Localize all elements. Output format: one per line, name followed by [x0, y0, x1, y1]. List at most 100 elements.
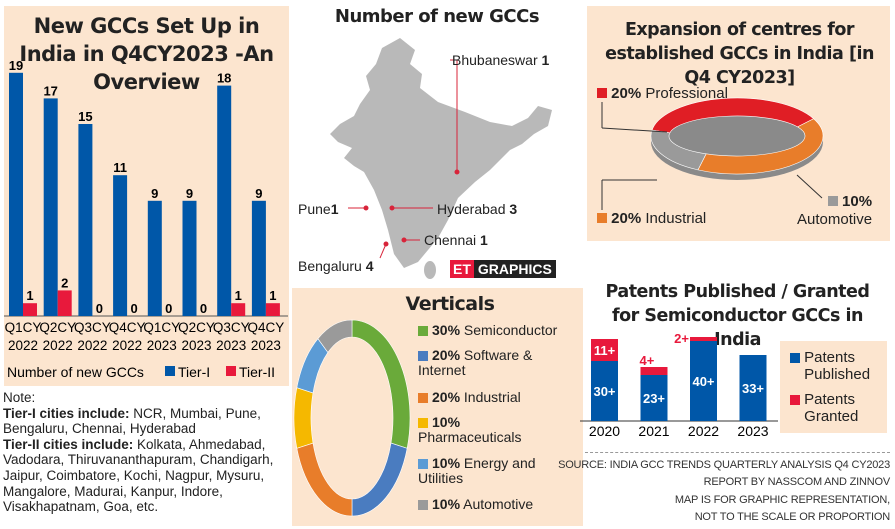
city-chennai: Chennai 1	[424, 232, 488, 248]
granted-value-label: 11+	[594, 343, 616, 358]
verticals-title: Verticals	[405, 293, 495, 315]
tier1-bar	[182, 200, 197, 316]
legend-title: Number of new GCCs	[7, 364, 144, 380]
india-map	[330, 38, 552, 279]
legend-pct: 10%	[432, 455, 461, 471]
tier2-bar	[265, 303, 280, 316]
map-disclaimer-2: NOT TO THE SCALE OR PROPORTION	[694, 511, 891, 523]
tier1-value-label: 9	[186, 186, 193, 201]
tier1-value-label: 15	[78, 109, 92, 124]
et-graphics-logo: ET GRAPHICS	[450, 260, 556, 278]
ring-slice-industrial	[296, 442, 353, 517]
legend-label: Industrial	[463, 389, 521, 405]
verticals-legend-item: 30% Semiconductor	[418, 323, 588, 338]
published-value-label: 40+	[692, 374, 714, 389]
granted-bar	[591, 339, 618, 361]
patents-bar-chart: 30+ 11+ 2020 23+ 4+ 2021 40+ 2+ 2022 33+ 2023	[580, 331, 778, 439]
x-tick-label: Q1CY	[5, 320, 42, 335]
map-title: Number of new GCCs	[334, 6, 540, 27]
tier1-value-label: 9	[151, 186, 158, 201]
x-tick-label: Q4CY	[109, 320, 146, 335]
tier2-text: Kolkata, Ahmedabad, Vadodara, Thiruvanan…	[3, 436, 274, 515]
city-bhubaneswar: Bhubaneswar 1	[452, 52, 550, 68]
granted-bar	[690, 337, 717, 341]
legend-label: Automotive	[463, 496, 534, 512]
tier1-value-label: 9	[255, 186, 262, 201]
granted-value-label: 2+	[674, 331, 689, 346]
x-tick-label: 2022	[8, 338, 38, 353]
ring-slice-automotive	[317, 319, 353, 353]
x-tick-label: 2022	[688, 423, 719, 439]
legend-swatch-tier1	[165, 366, 175, 376]
verticals-legend-item: 20% Software & Internet	[418, 348, 548, 378]
legend-swatch	[418, 351, 428, 361]
tier2-value-label: 1	[26, 288, 33, 303]
tier1-bar	[9, 72, 23, 316]
verticals-donut	[293, 319, 411, 517]
tier2-value-label: 0	[130, 301, 137, 316]
tier2-note: Tier-II cities include: Kolkata, Ahmedab…	[3, 437, 288, 515]
leader-line	[601, 127, 668, 133]
x-tick-label: Q2CY	[39, 320, 76, 335]
published-value-label: 23+	[643, 391, 665, 406]
notes: Note: Tier-I cities include: NCR, Mumbai…	[3, 390, 288, 515]
notes-heading: Note:	[3, 390, 36, 405]
ring-slice-semiconductor	[351, 319, 411, 449]
legend-label: Software & Internet	[418, 347, 533, 378]
city-pune: Pune1	[298, 201, 339, 217]
ring-slice-software-internet	[351, 442, 408, 517]
gcc-bar-chart: 191Q1CY2022172Q2CY2022150Q3CY2022110Q4CY…	[4, 58, 288, 380]
tier2-value-label: 2	[61, 275, 68, 290]
india-map-shape	[330, 38, 552, 268]
patents-legend: Patents Published Patents Granted	[780, 341, 887, 433]
tier2-value-label: 0	[200, 301, 207, 316]
legend-label-tier1: Tier-I	[178, 364, 210, 380]
x-tick-label: 2022	[77, 338, 107, 353]
ring-slice-energy-and-utilities	[296, 338, 329, 394]
tier2-value-label: 1	[269, 288, 276, 303]
x-tick-label: Q3CY	[213, 320, 250, 335]
source-line-1: SOURCE: INDIA GCC TRENDS QUARTERLY ANALY…	[558, 459, 890, 471]
map-disclaimer-1: MAP IS FOR GRAPHIC REPRESENTATION,	[674, 494, 890, 506]
tier2-bar	[23, 303, 37, 316]
expansion-title: Expansion of centres for established GCC…	[605, 20, 874, 88]
x-tick-label: Q3CY	[74, 320, 111, 335]
tier1-bar	[217, 85, 232, 316]
expansion-donut	[601, 97, 824, 210]
granted-value-label: 4+	[640, 353, 655, 368]
label-automotive: 10% Automotive	[797, 193, 873, 228]
legend-swatch	[418, 459, 428, 469]
x-tick-label: Q4CY	[248, 320, 285, 335]
legend-pct: 10%	[432, 496, 461, 512]
legend-pct: 20%	[432, 347, 461, 363]
verticals-legend-item: 10% Energy and Utilities	[418, 456, 548, 486]
tier1-note: Tier-I cities include: NCR, Mumbai, Pune…	[3, 406, 288, 437]
tier1-bar	[43, 98, 58, 317]
legend-published: Patents Published	[790, 349, 879, 383]
x-tick-label: 2023	[216, 338, 246, 353]
x-tick-label: 2021	[638, 423, 669, 439]
tier1-value-label: 17	[43, 83, 57, 98]
legend-pct: 20%	[432, 389, 461, 405]
tier1-bar	[78, 124, 93, 316]
x-tick-label: 2023	[737, 423, 768, 439]
legend-label: Pharmaceuticals	[418, 429, 522, 445]
x-tick-label: Q2CY	[178, 320, 215, 335]
x-tick-label: 2023	[251, 338, 281, 353]
legend-label: Energy and Utilities	[418, 455, 536, 486]
divider	[585, 452, 890, 453]
published-value-label: 30+	[593, 384, 615, 399]
tier2-bar	[57, 290, 72, 316]
x-tick-label: Q1CY	[143, 320, 180, 335]
city-hyderabad: Hyderabad 3	[437, 201, 518, 217]
gcc-overview-title: New GCCs Set Up in India in Q4CY2023 -An…	[19, 14, 274, 94]
tier2-label: Tier-II cities include:	[3, 436, 134, 452]
legend-swatch	[418, 393, 428, 403]
label-industrial: 20% Industrial	[597, 210, 706, 227]
x-tick-label: 2022	[43, 338, 73, 353]
published-bar	[739, 355, 767, 421]
source-line-2: REPORT BY NASSCOM AND ZINNOV	[703, 476, 891, 488]
x-tick-label: 2020	[589, 423, 620, 439]
legend-swatch	[418, 500, 428, 510]
tier1-value-label: 19	[9, 58, 23, 73]
